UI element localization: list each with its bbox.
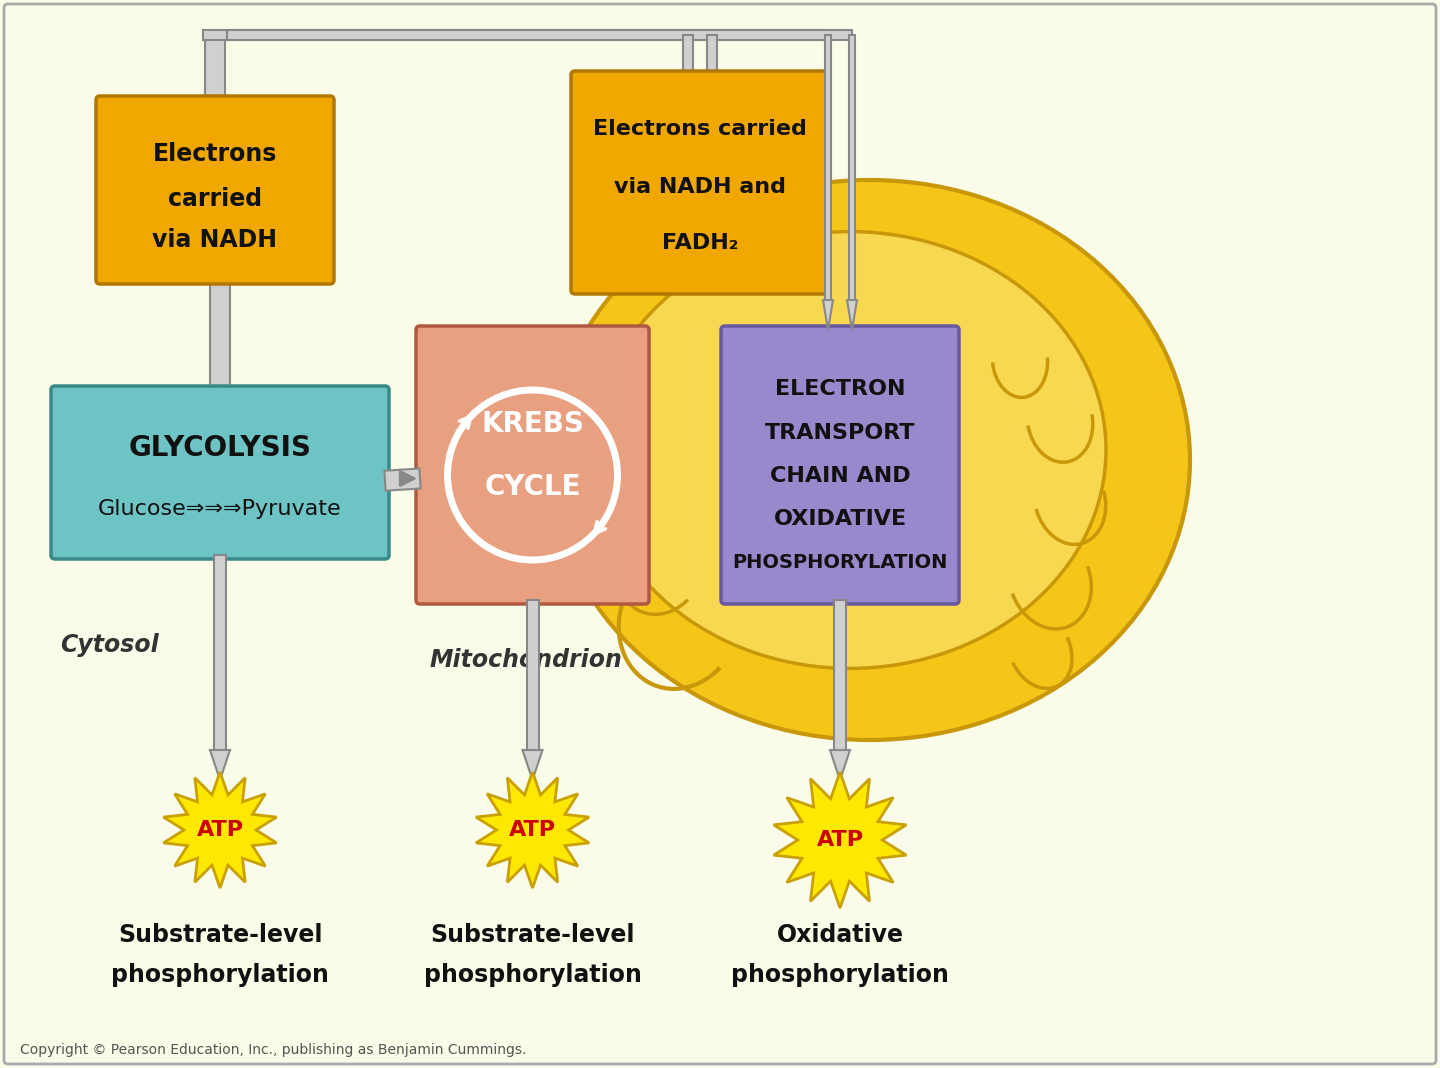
Text: phosphorylation: phosphorylation bbox=[423, 963, 641, 987]
Text: Copyright © Pearson Education, Inc., publishing as Benjamin Cummings.: Copyright © Pearson Education, Inc., pub… bbox=[20, 1043, 527, 1057]
Text: ATP: ATP bbox=[508, 820, 556, 841]
FancyBboxPatch shape bbox=[825, 35, 831, 300]
Text: CYCLE: CYCLE bbox=[484, 473, 580, 501]
Polygon shape bbox=[773, 772, 906, 908]
FancyBboxPatch shape bbox=[50, 386, 389, 559]
Text: Substrate-level: Substrate-level bbox=[431, 923, 635, 947]
Polygon shape bbox=[683, 35, 693, 75]
FancyBboxPatch shape bbox=[96, 96, 334, 284]
Polygon shape bbox=[523, 750, 543, 780]
Text: Substrate-level: Substrate-level bbox=[118, 923, 323, 947]
Polygon shape bbox=[210, 280, 230, 390]
Text: Electrons carried: Electrons carried bbox=[593, 119, 806, 139]
Polygon shape bbox=[829, 750, 850, 780]
Polygon shape bbox=[847, 300, 857, 330]
Polygon shape bbox=[477, 772, 589, 888]
Text: PHOSPHORYLATION: PHOSPHORYLATION bbox=[733, 553, 948, 571]
FancyBboxPatch shape bbox=[721, 326, 959, 604]
Text: ATP: ATP bbox=[816, 830, 864, 850]
FancyBboxPatch shape bbox=[850, 35, 855, 300]
Text: FADH₂: FADH₂ bbox=[662, 233, 739, 253]
Text: Cytosol: Cytosol bbox=[60, 633, 158, 657]
Polygon shape bbox=[210, 750, 230, 780]
Text: KREBS: KREBS bbox=[481, 410, 585, 439]
Polygon shape bbox=[228, 30, 852, 40]
Polygon shape bbox=[707, 35, 717, 75]
Text: Glucose⇒⇒⇒Pyruvate: Glucose⇒⇒⇒Pyruvate bbox=[98, 499, 341, 519]
Text: ATP: ATP bbox=[196, 820, 243, 841]
FancyBboxPatch shape bbox=[4, 4, 1436, 1064]
Text: GLYCOLYSIS: GLYCOLYSIS bbox=[128, 434, 311, 461]
Ellipse shape bbox=[550, 180, 1189, 740]
Polygon shape bbox=[203, 30, 828, 40]
Text: Electrons: Electrons bbox=[153, 142, 276, 166]
FancyBboxPatch shape bbox=[215, 555, 226, 750]
FancyBboxPatch shape bbox=[572, 70, 829, 294]
Text: via NADH: via NADH bbox=[153, 229, 278, 252]
Text: CHAIN AND: CHAIN AND bbox=[770, 466, 910, 486]
Polygon shape bbox=[164, 772, 276, 888]
Polygon shape bbox=[824, 300, 832, 330]
Text: Mitochondrion: Mitochondrion bbox=[431, 648, 624, 672]
Polygon shape bbox=[204, 35, 225, 100]
FancyBboxPatch shape bbox=[834, 600, 847, 750]
Text: phosphorylation: phosphorylation bbox=[111, 963, 328, 987]
FancyBboxPatch shape bbox=[527, 600, 539, 750]
Text: ELECTRON: ELECTRON bbox=[775, 379, 906, 399]
Text: Oxidative: Oxidative bbox=[776, 923, 903, 947]
Text: phosphorylation: phosphorylation bbox=[732, 963, 949, 987]
Text: TRANSPORT: TRANSPORT bbox=[765, 423, 916, 442]
FancyBboxPatch shape bbox=[416, 326, 649, 604]
Text: via NADH and: via NADH and bbox=[613, 177, 786, 197]
Text: carried: carried bbox=[168, 187, 262, 211]
Ellipse shape bbox=[595, 232, 1106, 669]
Text: OXIDATIVE: OXIDATIVE bbox=[773, 509, 907, 529]
Polygon shape bbox=[384, 469, 420, 490]
